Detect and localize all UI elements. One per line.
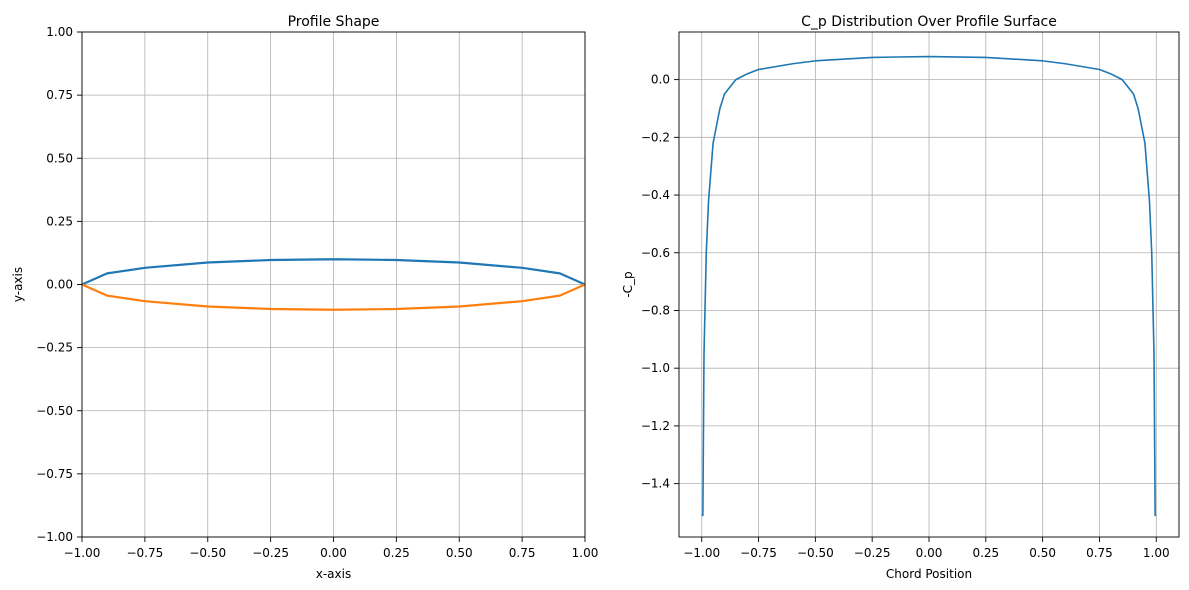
y-tick-label: 0.50 [46,151,73,165]
x-axis-label: x-axis [316,567,351,581]
chart-title: Profile Shape [288,14,380,30]
y-tick-label: −0.75 [36,467,73,481]
x-tick-label: −0.75 [126,546,163,560]
x-tick-label: −0.25 [854,546,891,560]
y-tick-label: −0.2 [641,130,670,144]
y-tick-label: −1.00 [36,530,73,544]
x-tick-label: 0.50 [446,546,473,560]
x-tick-label: 1.00 [572,546,599,560]
y-tick-label: 0.0 [651,73,670,87]
y-tick-label: −1.0 [641,361,670,375]
x-tick-label: 0.75 [509,546,536,560]
y-tick-label: −0.50 [36,404,73,418]
x-axis-label: Chord Position [886,567,972,581]
y-tick-label: −1.2 [641,419,670,433]
y-tick-label: −0.8 [641,303,670,317]
x-tick-label: −1.00 [683,546,720,560]
y-axis-label: y-axis [11,267,25,302]
profile-shape-chart: −1.00 −0.75 −0.50 −0.25 0.00 0.25 0.50 0.75 1.00… [11,14,598,581]
y-tick-label: 1.00 [46,25,73,39]
x-tick-label: −0.75 [740,546,777,560]
x-tick-label: −0.50 [797,546,834,560]
y-tick-label: 0.25 [46,214,73,228]
x-tick-label: 0.50 [1029,546,1056,560]
x-tick-label: 0.00 [916,546,943,560]
y-axis-label: -C_p [621,271,635,297]
x-tick-label: 0.00 [320,546,347,560]
x-tick-label: −1.00 [64,546,101,560]
y-tick-label: −0.4 [641,188,670,202]
chart-title: C_p Distribution Over Profile Surface [801,14,1057,30]
x-tick-label: 1.00 [1143,546,1170,560]
y-tick-label: −0.6 [641,246,670,260]
x-tick-label: 0.25 [383,546,410,560]
x-tick-label: −0.50 [189,546,226,560]
x-tick-label: 0.75 [1086,546,1113,560]
cp-distribution-chart: −1.00 −0.75 −0.50 −0.25 0.00 0.25 0.50 0.75 1.00… [621,14,1180,581]
y-tick-label: 0.00 [46,278,73,292]
y-tick-label: 0.75 [46,88,73,102]
y-tick-label: −0.25 [36,341,73,355]
series-line-1 [701,55,1157,517]
x-tick-label: 0.25 [972,546,999,560]
series-line-1 [81,258,586,286]
y-tick-label: −1.4 [641,477,670,491]
series-line-2 [81,283,586,311]
x-tick-label: −0.25 [252,546,289,560]
